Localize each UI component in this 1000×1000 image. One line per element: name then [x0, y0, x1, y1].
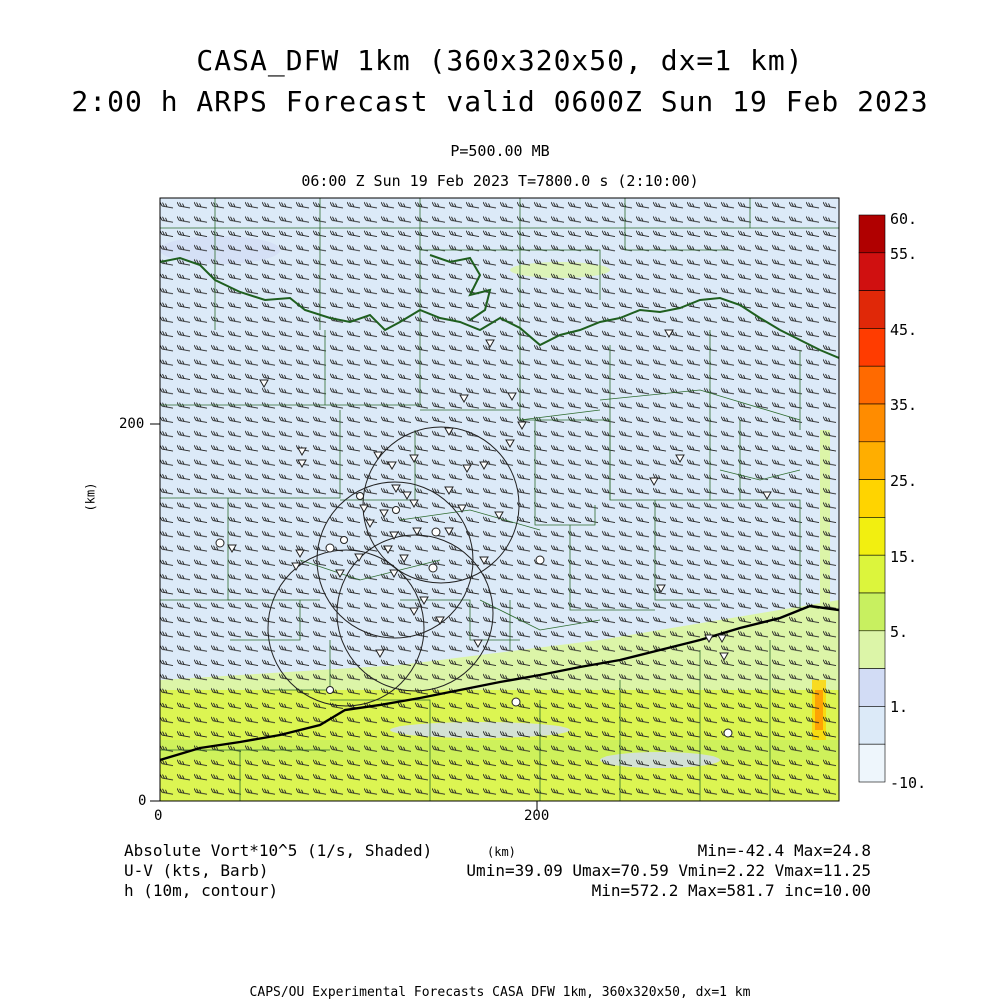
colorbar-cell — [858, 668, 886, 707]
colorbar-cell — [858, 290, 886, 329]
y-axis-label: (km) — [83, 482, 98, 512]
colorbar-label-55: 55. — [890, 245, 918, 263]
colorbar-label-15: 15. — [890, 548, 918, 566]
colorbar-cell — [858, 479, 886, 518]
legend-wind: U-V (kts, Barb) — [124, 861, 269, 880]
colorbar-cell — [858, 214, 886, 254]
colorbar — [858, 214, 886, 783]
colorbar-cell — [858, 630, 886, 669]
colorbar-cell — [858, 441, 886, 480]
legend-height: h (10m, contour) — [124, 881, 279, 900]
county-boundaries — [160, 198, 839, 801]
colorbar-label-45: 45. — [890, 321, 918, 339]
colorbar-cell — [858, 592, 886, 632]
colorbar-cell — [858, 554, 886, 594]
y-tick-200: 200 — [119, 416, 145, 432]
colorbar-cell — [858, 365, 886, 405]
plot-frame — [159, 197, 840, 802]
colorbar-cell — [858, 517, 886, 556]
colorbar-cell — [858, 328, 886, 367]
colorbar-cell — [858, 706, 886, 745]
legend-vorticity: Absolute Vort*10^5 (1/s, Shaded) — [124, 841, 433, 860]
river-loop — [429, 254, 492, 321]
colorbar-label-60: 60. — [890, 210, 918, 228]
colorbar-label-1: 1. — [890, 698, 909, 716]
station-markers — [215, 329, 772, 738]
title-line-1: CASA_DFW 1km (360x320x50, dx=1 km) — [196, 44, 804, 77]
pressure-level: P=500.00 MB — [450, 142, 550, 160]
colorbar-cell — [858, 403, 886, 443]
red-river-boundary — [160, 256, 839, 359]
x-axis-label: (km) — [487, 845, 516, 859]
colorbar-label-5: 5. — [890, 623, 909, 641]
title-line-2: 2:00 h ARPS Forecast valid 0600Z Sun 19 … — [71, 85, 929, 118]
height-contour-580 — [160, 604, 839, 762]
legend-height-range: Min=572.2 Max=581.7 inc=10.00 — [591, 881, 871, 900]
colorbar-cell — [858, 252, 886, 291]
y-tick-0: 0 — [138, 793, 147, 809]
colorbar-cell — [858, 743, 886, 783]
x-tick-0: 0 — [154, 808, 163, 824]
footer-credit: CAPS/OU Experimental Forecasts CASA DFW … — [249, 985, 751, 1000]
x-tick-200: 200 — [524, 808, 550, 824]
legend-vorticity-range: Min=-42.4 Max=24.8 — [697, 841, 871, 860]
colorbar-label-minus10: -10. — [890, 774, 927, 792]
valid-time-stamp: 06:00 Z Sun 19 Feb 2023 T=7800.0 s (2:10… — [301, 172, 699, 190]
legend-wind-range: Umin=39.09 Umax=70.59 Vmin=2.22 Vmax=11.… — [466, 861, 871, 880]
colorbar-label-35: 35. — [890, 396, 918, 414]
colorbar-label-25: 25. — [890, 472, 918, 490]
wind-barbs — [160, 198, 839, 801]
